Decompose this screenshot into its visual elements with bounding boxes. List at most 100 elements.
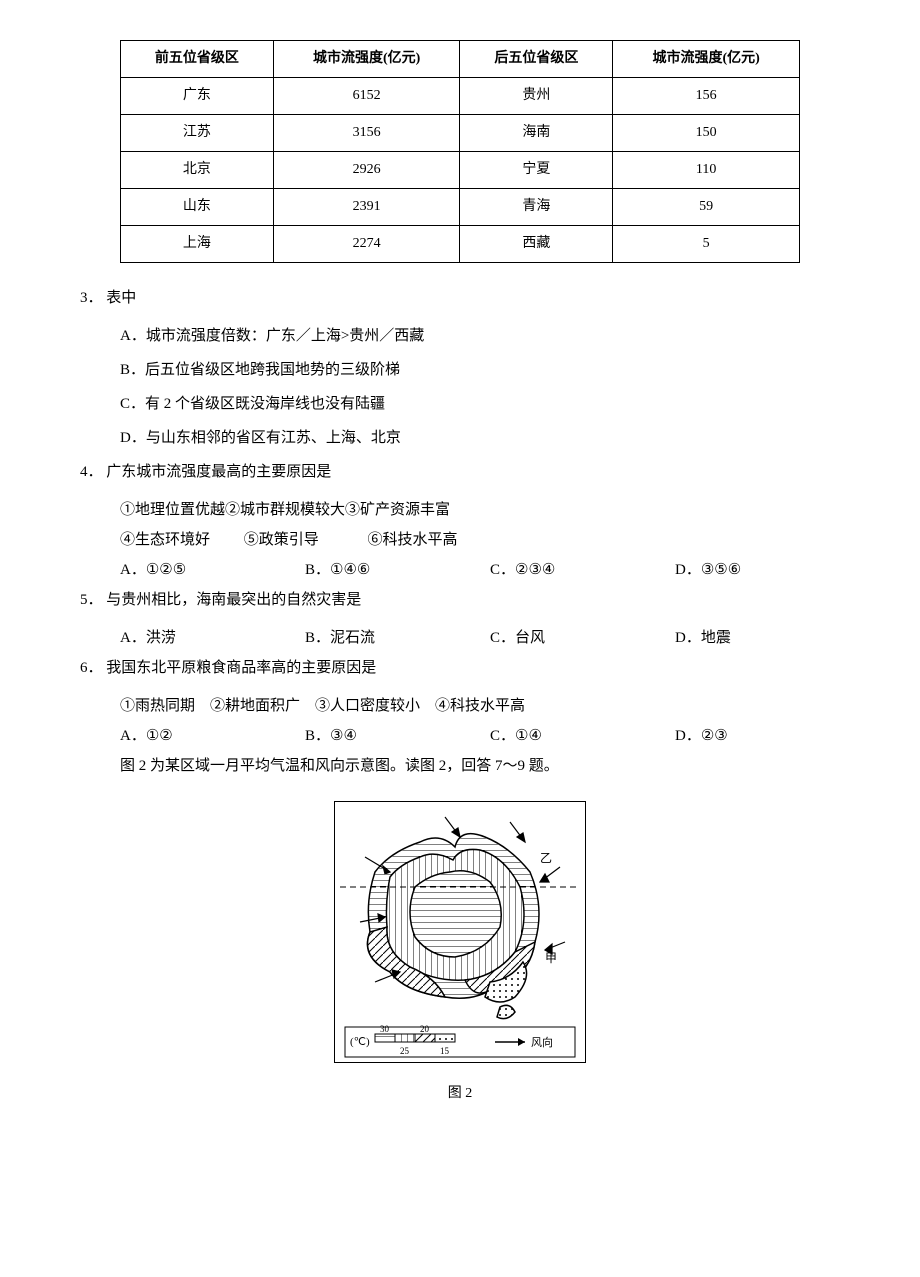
map-label-jia: 甲 bbox=[545, 951, 557, 965]
option-label: C． bbox=[120, 389, 145, 419]
col-header: 后五位省级区 bbox=[460, 41, 613, 78]
cell: 2926 bbox=[273, 152, 460, 189]
option-a: A．①②⑤ bbox=[120, 555, 305, 585]
option-b: B．①④⑥ bbox=[305, 555, 490, 585]
option-text: ③④ bbox=[330, 728, 357, 744]
map-label-yi: 乙 bbox=[540, 851, 552, 865]
option-label: B． bbox=[120, 355, 145, 385]
q5-options: A．洪涝 B．泥石流 C．台风 D．地震 bbox=[120, 623, 860, 653]
option-text: 洪涝 bbox=[146, 630, 176, 646]
option-label: C． bbox=[490, 721, 515, 751]
option-text: 地震 bbox=[701, 630, 731, 646]
figure-caption: 图 2 bbox=[60, 1080, 860, 1108]
cell: 59 bbox=[613, 189, 800, 226]
option-label: A． bbox=[120, 555, 146, 585]
option-text: ③⑤⑥ bbox=[701, 562, 741, 578]
option-text: ①④⑥ bbox=[330, 562, 370, 578]
city-flow-table: 前五位省级区 城市流强度(亿元) 后五位省级区 城市流强度(亿元) 广东 615… bbox=[120, 40, 800, 263]
option-b: B．后五位省级区地跨我国地势的三级阶梯 bbox=[120, 355, 860, 385]
item: ⑤政策引导 bbox=[244, 525, 364, 555]
legend-tick: 20 bbox=[420, 1024, 430, 1034]
option-text: 台风 bbox=[515, 630, 545, 646]
table-row: 广东 6152 贵州 156 bbox=[121, 78, 800, 115]
cell: 6152 bbox=[273, 78, 460, 115]
question-4: 4． 广东城市流强度最高的主要原因是 bbox=[80, 457, 860, 487]
option-text: ②③④ bbox=[515, 562, 555, 578]
option-d: D．③⑤⑥ bbox=[675, 555, 860, 585]
option-label: A． bbox=[120, 721, 146, 751]
cell: 北京 bbox=[121, 152, 274, 189]
table-header-row: 前五位省级区 城市流强度(亿元) 后五位省级区 城市流强度(亿元) bbox=[121, 41, 800, 78]
option-a: A．①② bbox=[120, 721, 305, 751]
option-text: ①② bbox=[146, 728, 173, 744]
q6-line1: ①雨热同期 ②耕地面积广 ③人口密度较小 ④科技水平高 bbox=[120, 691, 860, 721]
table-row: 山东 2391 青海 59 bbox=[121, 189, 800, 226]
col-header: 城市流强度(亿元) bbox=[273, 41, 460, 78]
option-c: C．②③④ bbox=[490, 555, 675, 585]
item: ⑥科技水平高 bbox=[368, 525, 458, 555]
option-label: A． bbox=[120, 623, 146, 653]
question-5: 5． 与贵州相比，海南最突出的自然灾害是 bbox=[80, 585, 860, 615]
option-label: B． bbox=[305, 623, 330, 653]
item: ④生态环境好 bbox=[120, 525, 240, 555]
cell: 海南 bbox=[460, 115, 613, 152]
option-label: D． bbox=[675, 623, 701, 653]
figure-map-svg: 乙 甲 (℃) 30 25 20 15 风向 bbox=[334, 801, 586, 1063]
figure-2: 乙 甲 (℃) 30 25 20 15 风向 图 2 bbox=[60, 801, 860, 1108]
option-text: 与山东相邻的省区有江苏、上海、北京 bbox=[146, 430, 401, 446]
option-label: D． bbox=[675, 721, 701, 751]
cell: 110 bbox=[613, 152, 800, 189]
option-text: 有 2 个省级区既没海岸线也没有陆疆 bbox=[145, 396, 385, 412]
legend-tick: 15 bbox=[440, 1046, 450, 1056]
option-label: A． bbox=[120, 321, 146, 351]
q3-options: A．城市流强度倍数：广东／上海>贵州／西藏 B．后五位省级区地跨我国地势的三级阶… bbox=[120, 321, 860, 453]
question-6: 6． 我国东北平原粮食商品率高的主要原因是 bbox=[80, 653, 860, 683]
question-stem: 与贵州相比，海南最突出的自然灾害是 bbox=[106, 592, 361, 608]
cell: 2274 bbox=[273, 226, 460, 263]
cell: 150 bbox=[613, 115, 800, 152]
question-3: 3． 表中 bbox=[80, 283, 860, 313]
cell: 上海 bbox=[121, 226, 274, 263]
option-label: D． bbox=[120, 423, 146, 453]
option-a: A．洪涝 bbox=[120, 623, 305, 653]
figure-intro: 图 2 为某区域一月平均气温和风向示意图。读图 2，回答 7～9 题。 bbox=[120, 751, 860, 781]
option-text: ①②⑤ bbox=[146, 562, 186, 578]
option-text: ②③ bbox=[701, 728, 728, 744]
question-stem: 我国东北平原粮食商品率高的主要原因是 bbox=[106, 660, 376, 676]
option-label: C． bbox=[490, 623, 515, 653]
question-stem: 表中 bbox=[106, 290, 136, 306]
option-b: B．③④ bbox=[305, 721, 490, 751]
table-row: 江苏 3156 海南 150 bbox=[121, 115, 800, 152]
col-header: 城市流强度(亿元) bbox=[613, 41, 800, 78]
option-text: 城市流强度倍数：广东／上海>贵州／西藏 bbox=[146, 328, 424, 344]
question-number: 3． bbox=[80, 283, 103, 313]
option-label: D． bbox=[675, 555, 701, 585]
legend-wind: 风向 bbox=[531, 1035, 553, 1049]
q4-line1: ①地理位置优越②城市群规模较大③矿产资源丰富 bbox=[120, 495, 860, 525]
table-row: 上海 2274 西藏 5 bbox=[121, 226, 800, 263]
option-text: ①④ bbox=[515, 728, 542, 744]
question-number: 6． bbox=[80, 653, 103, 683]
legend-tick: 25 bbox=[400, 1046, 410, 1056]
col-header: 前五位省级区 bbox=[121, 41, 274, 78]
question-stem: 广东城市流强度最高的主要原因是 bbox=[106, 464, 331, 480]
option-label: C． bbox=[490, 555, 515, 585]
question-number: 4． bbox=[80, 457, 103, 487]
option-a: A．城市流强度倍数：广东／上海>贵州／西藏 bbox=[120, 321, 860, 351]
cell: 西藏 bbox=[460, 226, 613, 263]
cell: 广东 bbox=[121, 78, 274, 115]
option-label: B． bbox=[305, 721, 330, 751]
question-number: 5． bbox=[80, 585, 103, 615]
table-row: 北京 2926 宁夏 110 bbox=[121, 152, 800, 189]
cell: 156 bbox=[613, 78, 800, 115]
cell: 山东 bbox=[121, 189, 274, 226]
option-label: B． bbox=[305, 555, 330, 585]
legend-unit: (℃) bbox=[350, 1036, 370, 1048]
cell: 5 bbox=[613, 226, 800, 263]
option-c: C．①④ bbox=[490, 721, 675, 751]
cell: 青海 bbox=[460, 189, 613, 226]
option-b: B．泥石流 bbox=[305, 623, 490, 653]
option-c: C．有 2 个省级区既没海岸线也没有陆疆 bbox=[120, 389, 860, 419]
option-text: 后五位省级区地跨我国地势的三级阶梯 bbox=[145, 362, 400, 378]
cell: 3156 bbox=[273, 115, 460, 152]
